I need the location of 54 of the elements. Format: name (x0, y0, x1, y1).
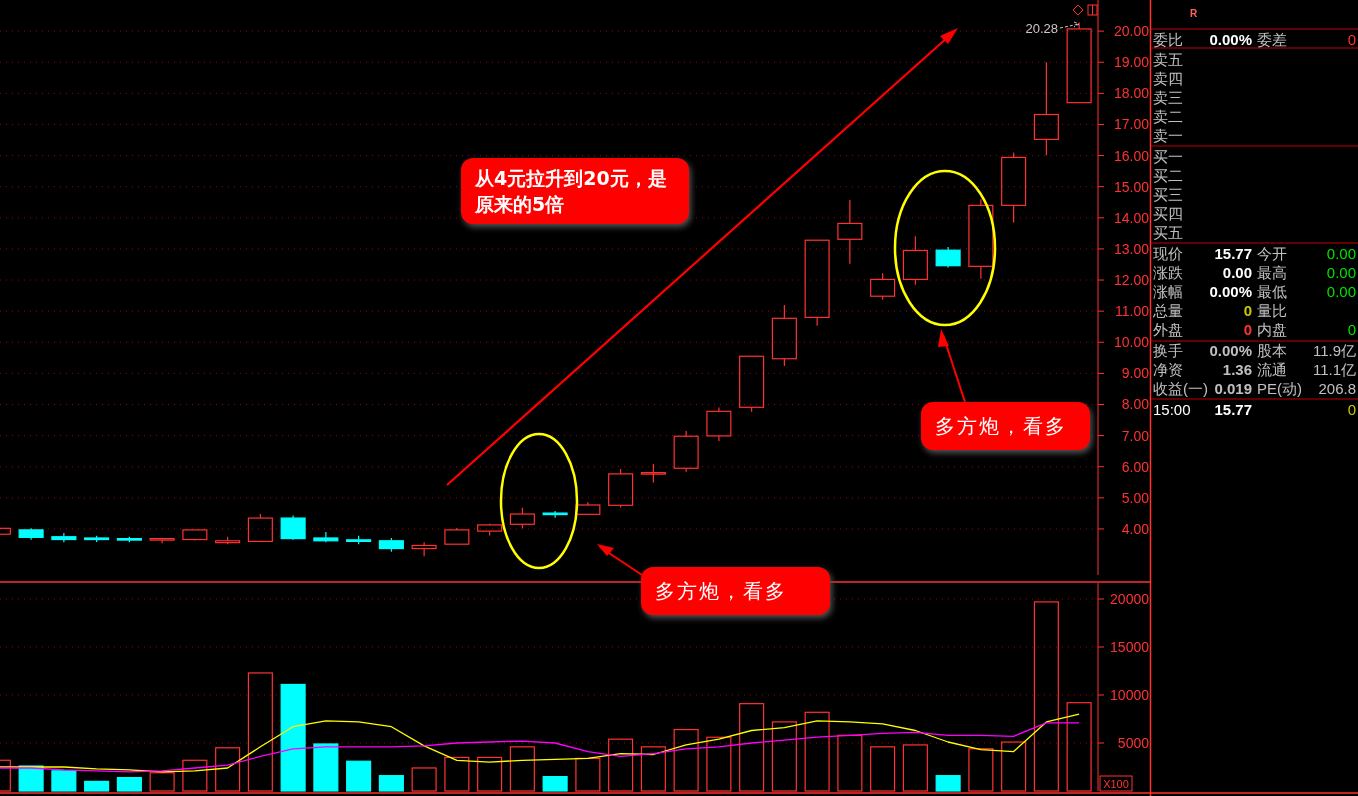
annotation: 20.28 (1025, 21, 1058, 36)
annotation: 总量 (1153, 301, 1183, 320)
annotation: 量比 (1257, 301, 1287, 320)
annotation: 买一 (1153, 147, 1183, 166)
annotation: 0.00 (1326, 244, 1356, 263)
annotation: 多方炮，看多 (921, 402, 1090, 450)
annotation: 0 (1347, 320, 1356, 339)
annotation: 委比 (1153, 30, 1183, 49)
annotation: 0 (1347, 400, 1356, 419)
annotation: 卖一 (1153, 126, 1183, 145)
annotation: 收益(一) (1153, 379, 1208, 398)
annotation: 买三 (1153, 185, 1183, 204)
annotation: 换手 (1153, 341, 1183, 360)
annotation: 流通 (1257, 360, 1287, 379)
annotation: 卖三 (1153, 88, 1183, 107)
annotation: X100 (1099, 775, 1133, 792)
annotation: 买五 (1153, 223, 1183, 242)
annotation: 今开 (1257, 244, 1287, 263)
annotation: 0.00 (1326, 282, 1356, 301)
annotation: 卖四 (1153, 69, 1183, 88)
annotation: 15.77 (1214, 244, 1252, 263)
annotation: 委差 (1257, 30, 1287, 49)
annotation: 现价 (1153, 244, 1183, 263)
annotation: 0.00 (1326, 263, 1356, 282)
annotation: 0.019 (1214, 379, 1252, 398)
annotation: 多方炮，看多 (641, 567, 830, 615)
annotation: 0.00% (1209, 282, 1252, 301)
annotation: 内盘 (1257, 320, 1287, 339)
annotation: 15.77 (1214, 400, 1252, 419)
annotation: 1.36 (1222, 360, 1252, 379)
annotation: 0.00% (1209, 30, 1252, 49)
annotation: 最低 (1257, 282, 1287, 301)
annotation: R (1190, 7, 1198, 21)
annotation: 股本 (1257, 341, 1287, 360)
annotation: 净资 (1153, 360, 1183, 379)
annotation: 11.1亿 (1312, 360, 1356, 379)
annotation: 0 (1243, 320, 1252, 339)
annotation: 15:00 (1153, 400, 1191, 419)
annotation: PE(动) (1257, 379, 1302, 398)
annotation: 涨幅 (1153, 282, 1183, 301)
annotation: 买四 (1153, 204, 1183, 223)
annotation: 外盘 (1153, 320, 1183, 339)
annotation: 0.00 (1222, 263, 1252, 282)
annotation: 卖五 (1153, 50, 1183, 69)
annotation: 卖二 (1153, 107, 1183, 126)
annotation: 0 (1243, 301, 1252, 320)
annotation: 11.9亿 (1312, 341, 1356, 360)
annotation: 买二 (1153, 166, 1183, 185)
annotation: 0.00% (1209, 341, 1252, 360)
annotation: 从4元拉升到20元，是原来的5倍 (461, 158, 689, 224)
annotation: 206.8 (1318, 379, 1356, 398)
annotation: 最高 (1257, 263, 1287, 282)
annotation: 涨跌 (1153, 263, 1183, 282)
annotation: 0 (1347, 30, 1356, 49)
